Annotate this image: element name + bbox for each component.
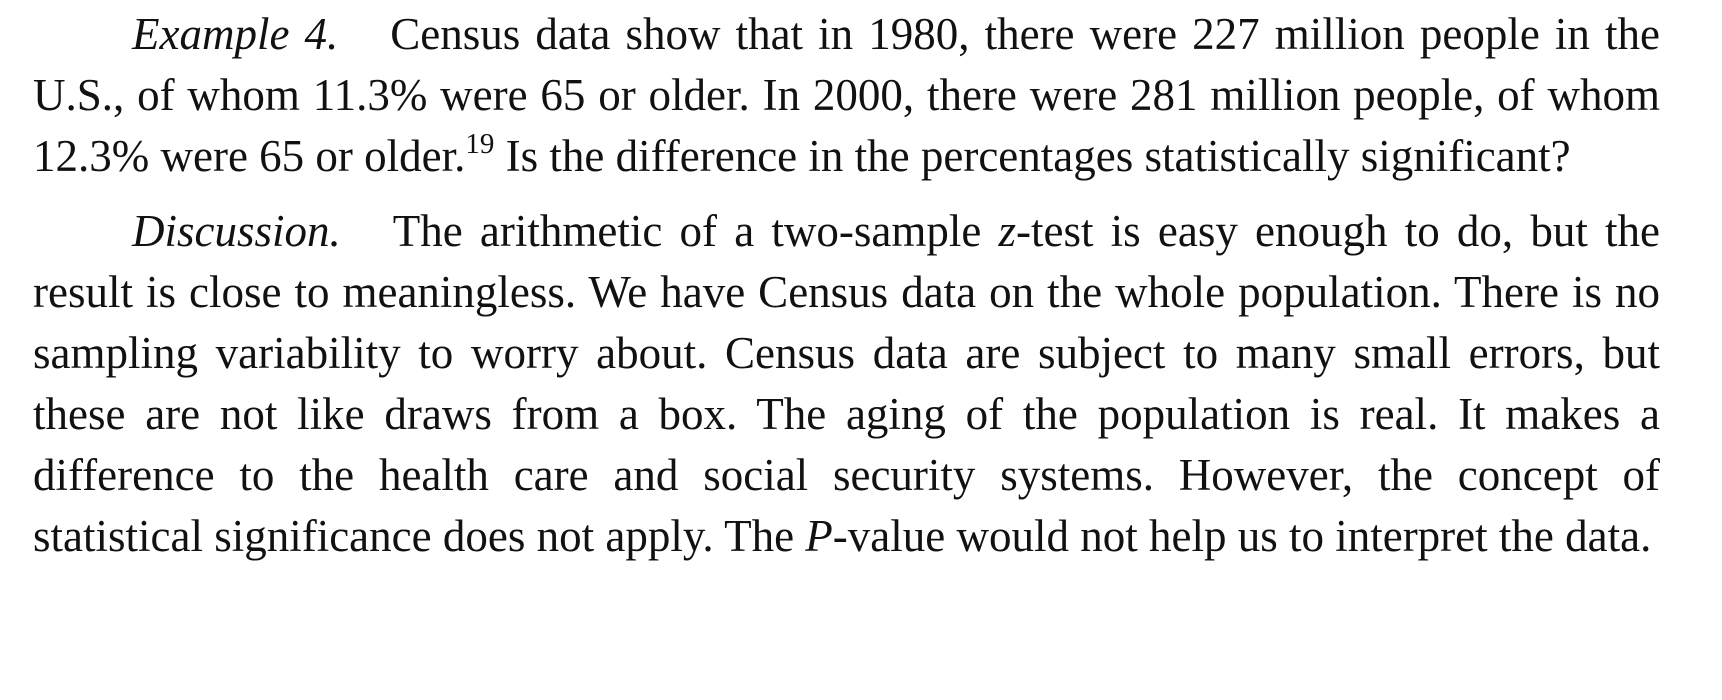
discussion-text-part3: -value would not help us to interpret th… — [832, 511, 1652, 561]
p-symbol: P — [805, 511, 833, 561]
discussion-paragraph: Discussion. The arithmetic of a two-sampl… — [33, 201, 1660, 567]
document-page: Example 4. Census data show that in 1980,… — [33, 4, 1660, 567]
example-label: Example 4. — [132, 9, 339, 59]
z-symbol: z — [998, 206, 1017, 256]
example-text-part2: Is the difference in the percentages sta… — [494, 131, 1571, 181]
footnote-reference: 19 — [465, 128, 495, 160]
example-paragraph: Example 4. Census data show that in 1980,… — [33, 4, 1660, 187]
example-text-part1: Census data show that in 1980, there wer… — [33, 9, 1660, 181]
discussion-text-part2: -test is easy enough to do, but the resu… — [33, 206, 1660, 561]
discussion-label: Discussion. — [132, 206, 341, 256]
discussion-text-part1: The arithmetic of a two-sample — [392, 206, 999, 256]
